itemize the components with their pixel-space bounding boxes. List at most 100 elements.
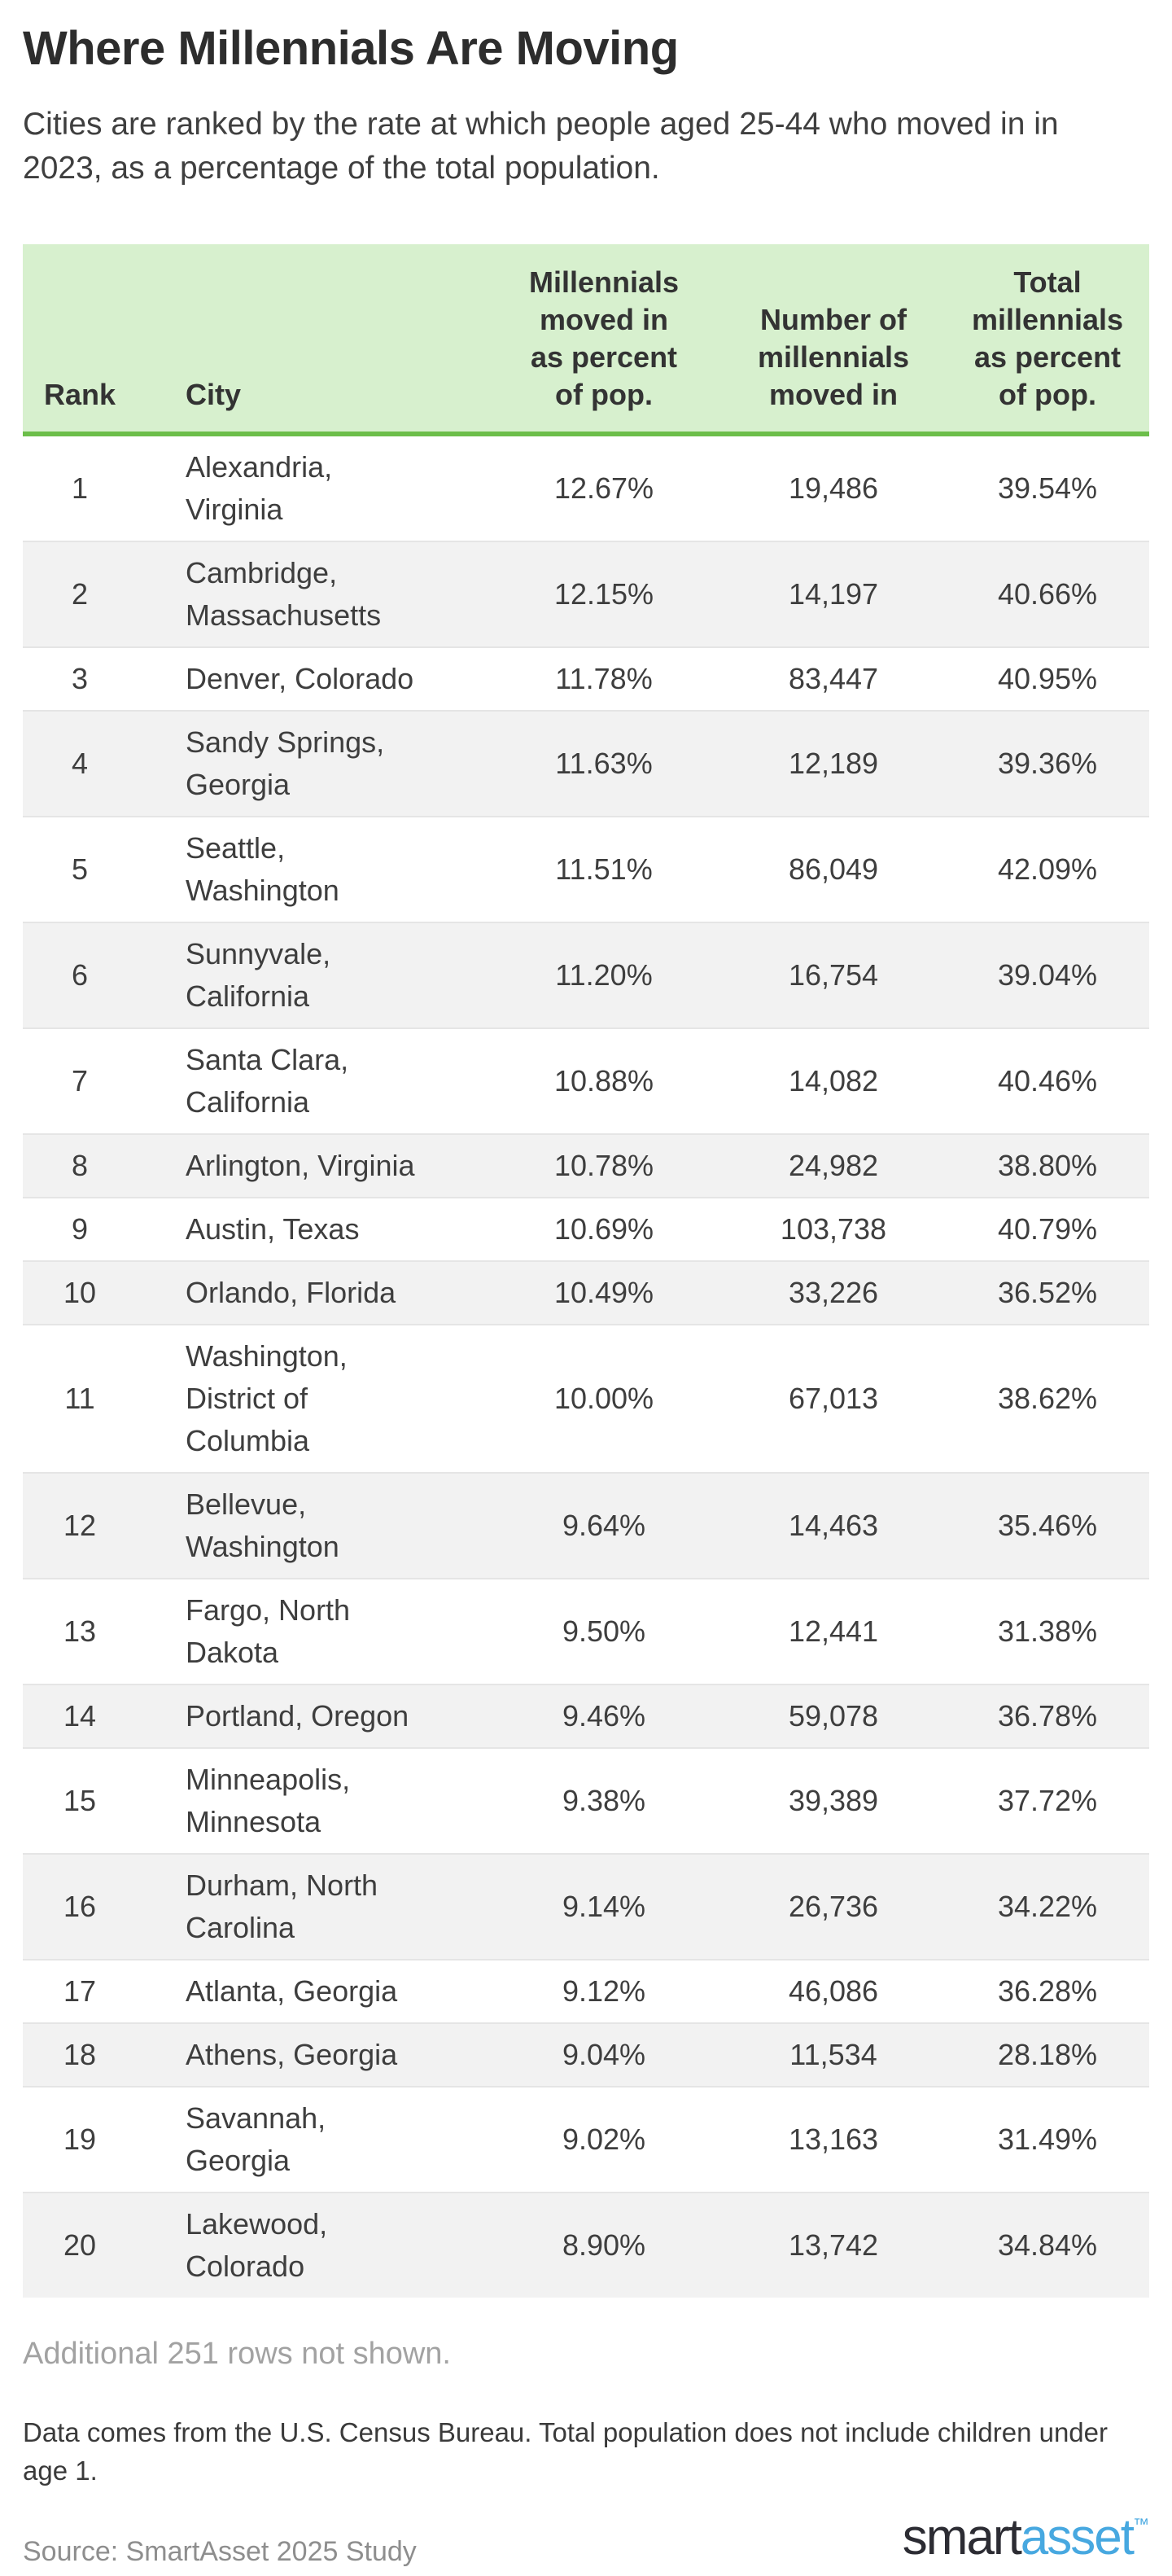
cell-rank: 1 <box>71 471 89 505</box>
logo-asset: asset <box>1020 2509 1135 2565</box>
cell-city: Arlington, Virginia <box>137 1133 487 1198</box>
cell-pct-moved-in: 9.04% <box>487 2022 721 2087</box>
cell-rank: 15 <box>23 1747 137 1854</box>
cell-total-pct: 36.52% <box>946 1260 1149 1325</box>
cell-rank: 18 <box>23 2022 137 2087</box>
cell-num-moved-in: 86,049 <box>721 816 946 922</box>
cell-rank: 20 <box>23 2192 137 2298</box>
cell-city: Atlanta, Georgia <box>137 1959 487 2023</box>
table-row: 17 Atlanta, Georgia 9.12% 46,086 36.28% <box>23 1959 1149 2023</box>
cell-pct-moved-in: 9.50% <box>487 1578 721 1684</box>
cell-rank: 5 <box>23 816 137 922</box>
cell-city: Washington, District of Columbia <box>137 1324 487 1473</box>
cell-total-pct: 36.28% <box>946 1959 1149 2023</box>
cell-city: Portland, Oregon <box>137 1684 487 1748</box>
cell-city: Denver, Colorado <box>137 646 487 711</box>
cell-pct-moved-in: 10.49% <box>487 1260 721 1325</box>
cell-num-moved-in: 19,486 <box>788 471 879 505</box>
cell-total-pct: 39.04% <box>946 922 1149 1028</box>
cell-rank: 8 <box>23 1133 137 1198</box>
cell-total-pct: 39.36% <box>946 710 1149 817</box>
table-row: 3 Denver, Colorado 11.78% 83,447 40.95% <box>23 646 1149 711</box>
column-header-rank: Rank <box>23 244 137 436</box>
rows-note: Additional 251 rows not shown. <box>23 2337 451 2371</box>
cell-num-moved-in: 13,742 <box>721 2192 946 2298</box>
cell-num-moved-in: 26,736 <box>721 1853 946 1960</box>
cell-city: Durham, North Carolina <box>137 1853 487 1960</box>
table-row: 1 Alexandria, Virginia 12.67% 19,486 39.54% <box>23 434 1149 541</box>
cell-num-moved-in: 14,463 <box>721 1472 946 1579</box>
column-header-pct-moved-in: Millennials moved in as percent of pop. <box>487 244 721 436</box>
cell-num-moved-in: 39,389 <box>721 1747 946 1854</box>
cell-rank: 16 <box>23 1853 137 1960</box>
cell-pct-moved-in: 11.51% <box>487 816 721 922</box>
cell-rank: 10 <box>23 1260 137 1325</box>
cell-num-moved-in: 24,982 <box>721 1133 946 1198</box>
table-row: 2 Cambridge, Massachusetts 12.15% 14,197 40.… <box>23 541 1149 647</box>
cell-city: Minneapolis, Minnesota <box>137 1747 487 1854</box>
column-header-city: City <box>137 244 487 436</box>
cell-total-pct: 40.95% <box>946 646 1149 711</box>
smartasset-logo: smartasset™ <box>903 2511 1149 2576</box>
cell-rank: 7 <box>23 1027 137 1134</box>
cell-num-moved-in: 16,754 <box>721 922 946 1028</box>
cell-num-moved-in: 33,226 <box>721 1260 946 1325</box>
cell-num-moved-in: 103,738 <box>721 1197 946 1261</box>
cell-num-moved-in: 59,078 <box>721 1684 946 1748</box>
page-subtitle: Cities are ranked by the rate at which p… <box>23 107 1059 186</box>
cell-pct-moved-in: 11.78% <box>487 646 721 711</box>
cell-rank: 13 <box>23 1578 137 1684</box>
cell-total-pct: 40.79% <box>946 1197 1149 1261</box>
cell-total-pct: 38.62% <box>946 1324 1149 1473</box>
cell-city: Sandy Springs, Georgia <box>137 710 487 817</box>
millennials-moving-table: Rank City Millennials moved in as percen… <box>23 244 1149 2298</box>
cell-rank: 2 <box>23 541 137 647</box>
table-row: 15 Minneapolis, Minnesota 9.38% 39,389 37.72… <box>23 1747 1149 1854</box>
cell-city: Fargo, North Dakota <box>137 1578 487 1684</box>
cell-pct-moved-in: 11.63% <box>487 710 721 817</box>
cell-pct-moved-in: 9.38% <box>487 1747 721 1854</box>
cell-pct-moved-in: 11.20% <box>487 922 721 1028</box>
cell-city: Athens, Georgia <box>137 2022 487 2087</box>
cell-city: Savannah, Georgia <box>137 2086 487 2193</box>
cell-num-moved-in: 11,534 <box>721 2022 946 2087</box>
cell-pct-moved-in: 10.78% <box>487 1133 721 1198</box>
cell-total-pct: 34.84% <box>946 2192 1149 2298</box>
cell-num-moved-in: 83,447 <box>721 646 946 711</box>
table-row: 10 Orlando, Florida 10.49% 33,226 36.52% <box>23 1260 1149 1325</box>
cell-city: Cambridge, Massachusetts <box>137 541 487 647</box>
table-row: 11 Washington, District of Columbia 10.00%… <box>23 1324 1149 1473</box>
cell-pct-moved-in: 9.14% <box>487 1853 721 1960</box>
page-title: Where Millennials Are Moving <box>23 22 679 75</box>
cell-pct-moved-in: 9.12% <box>487 1959 721 2023</box>
cell-rank: 9 <box>23 1197 137 1261</box>
table-row: 18 Athens, Georgia 9.04% 11,534 28.18% <box>23 2022 1149 2087</box>
cell-total-pct: 42.09% <box>946 816 1149 922</box>
cell-rank: 4 <box>23 710 137 817</box>
table-row: 8 Arlington, Virginia 10.78% 24,982 38.80% <box>23 1133 1149 1198</box>
table-row: 5 Seattle, Washington 11.51% 86,049 42.09% <box>23 816 1149 922</box>
cell-rank: 14 <box>23 1684 137 1748</box>
table-row: 12 Bellevue, Washington 9.64% 14,463 35.46% <box>23 1472 1149 1579</box>
cell-total-pct: 36.78% <box>946 1684 1149 1748</box>
cell-city: Bellevue, Washington <box>137 1472 487 1579</box>
cell-rank: 6 <box>23 922 137 1028</box>
cell-total-pct: 35.46% <box>946 1472 1149 1579</box>
cell-num-moved-in: 12,189 <box>721 710 946 817</box>
cell-city: Lakewood, Colorado <box>137 2192 487 2298</box>
cell-total-pct: 34.22% <box>946 1853 1149 1960</box>
cell-pct-moved-in: 9.64% <box>487 1472 721 1579</box>
cell-city: Orlando, Florida <box>137 1260 487 1325</box>
cell-pct-moved-in: 12.67% <box>553 471 654 505</box>
table-row: 20 Lakewood, Colorado 8.90% 13,742 34.84% <box>23 2192 1149 2298</box>
cell-city: Seattle, Washington <box>137 816 487 922</box>
cell-rank: 17 <box>23 1959 137 2023</box>
cell-rank: 11 <box>23 1324 137 1473</box>
cell-rank: 19 <box>23 2086 137 2193</box>
cell-pct-moved-in: 10.69% <box>487 1197 721 1261</box>
column-header-total-pct: Total millennials as percent of pop. <box>946 244 1149 436</box>
footer-row: Source: SmartAsset 2025 Study smartasset… <box>23 2511 1149 2576</box>
cell-rank: 12 <box>23 1472 137 1579</box>
table-row: 16 Durham, North Carolina 9.14% 26,736 34.22… <box>23 1853 1149 1960</box>
